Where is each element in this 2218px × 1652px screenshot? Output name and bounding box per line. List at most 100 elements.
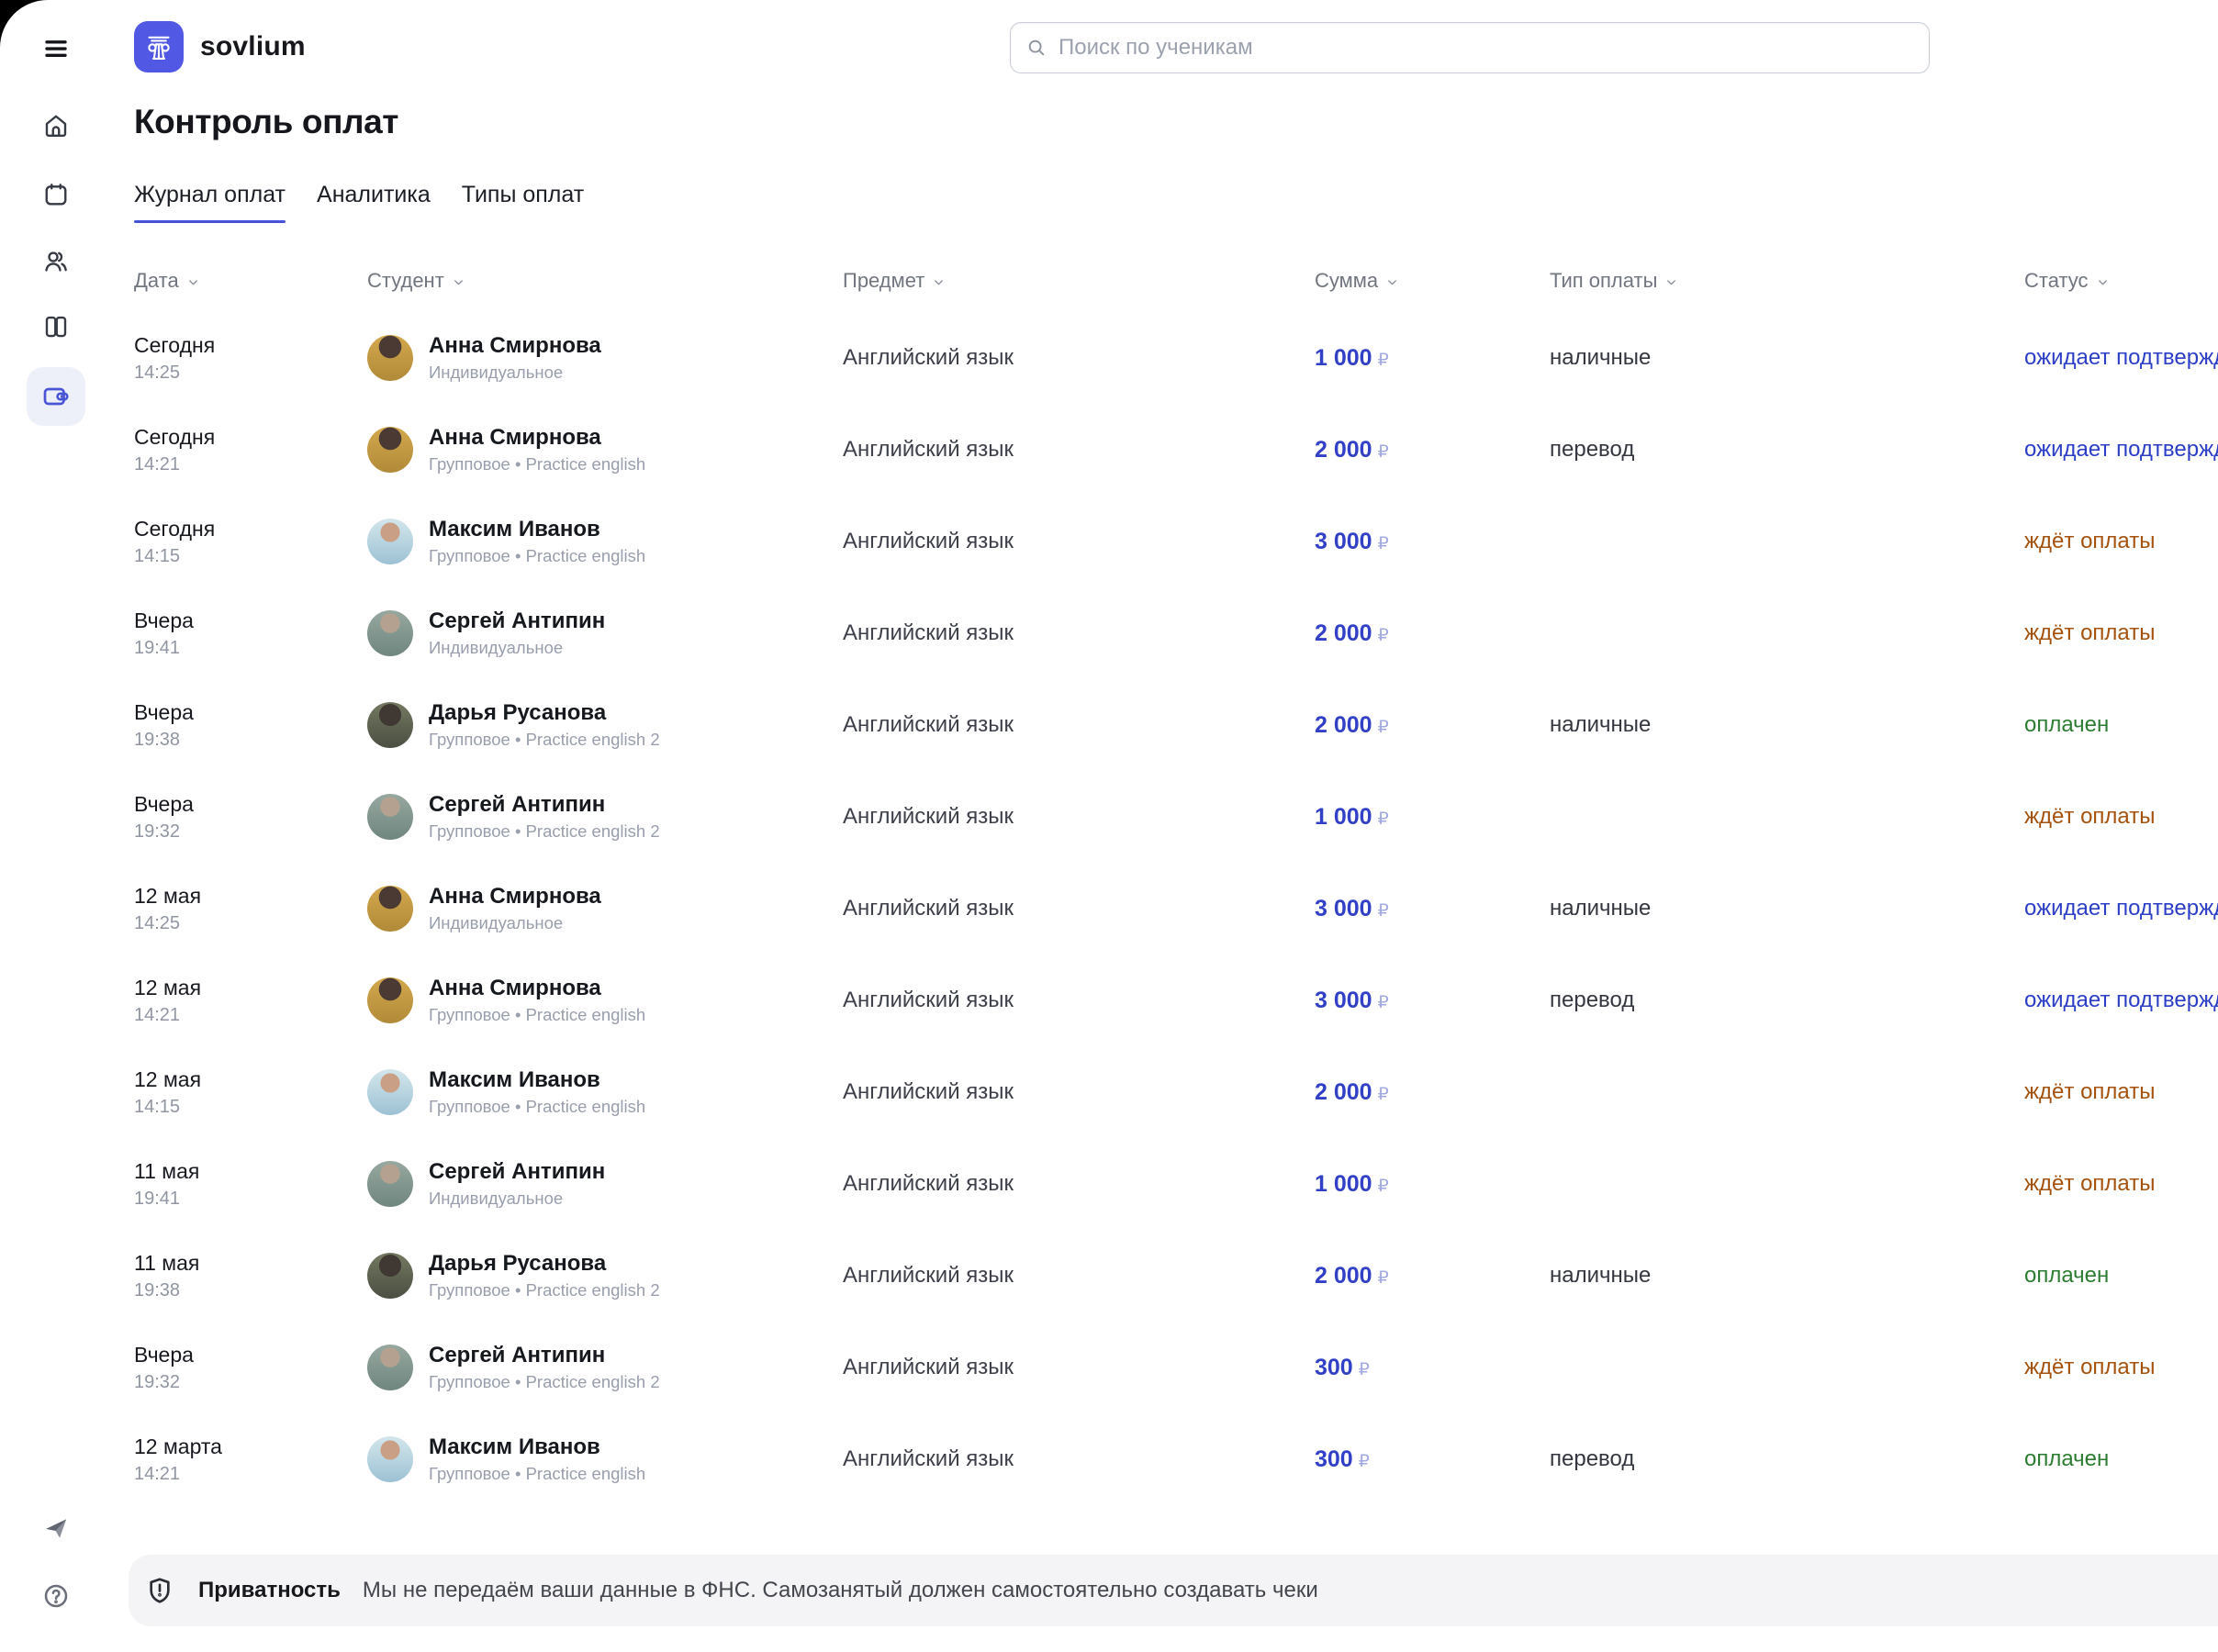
sidebar-item-schedule[interactable] bbox=[42, 181, 70, 208]
payment-type-cell: наличные bbox=[1550, 345, 1652, 370]
payment-type-cell: перевод bbox=[1550, 1446, 1635, 1471]
date-cell: 12 мая 14:21 bbox=[134, 975, 202, 1025]
group-label: Групповое • Practice english 2 bbox=[429, 1372, 660, 1391]
subject-cell: Английский язык bbox=[843, 620, 1014, 645]
student-cell: Дарья Русанова Групповое • Practice engl… bbox=[367, 1251, 843, 1300]
table-row[interactable]: 12 мая 14:25 Анна Смирнова Индивидуально… bbox=[134, 863, 2218, 954]
avatar bbox=[367, 519, 413, 564]
search-input[interactable] bbox=[1010, 22, 1930, 73]
student-name: Дарья Русанова bbox=[429, 700, 607, 725]
column-header-date[interactable]: Дата bbox=[134, 269, 367, 293]
table-row[interactable]: Сегодня 14:15 Максим Иванов Групповое • … bbox=[134, 496, 2218, 587]
sidebar-item-students[interactable] bbox=[42, 248, 70, 275]
payment-type-cell: перевод bbox=[1550, 437, 1635, 462]
ruble-sign: ₽ bbox=[1377, 900, 1389, 921]
tab-analytics[interactable]: Аналитика bbox=[317, 182, 431, 207]
group-label: Групповое • Practice english bbox=[429, 546, 646, 565]
sidebar-item-payments[interactable] bbox=[27, 367, 85, 426]
avatar bbox=[367, 977, 413, 1023]
date-cell: Вчера 19:38 bbox=[134, 699, 194, 750]
subject-cell: Английский язык bbox=[843, 988, 1014, 1012]
home-icon bbox=[45, 115, 67, 137]
column-header-label: Студент bbox=[367, 269, 444, 292]
amount-cell: 3 000 ₽ bbox=[1315, 987, 1389, 1013]
column-header-payment-type[interactable]: Тип оплаты bbox=[1550, 269, 2024, 293]
date-cell: 11 мая 19:41 bbox=[134, 1158, 200, 1209]
table-row[interactable]: 12 марта 14:21 Максим Иванов Групповое •… bbox=[134, 1413, 2218, 1505]
ruble-sign: ₽ bbox=[1358, 1451, 1370, 1471]
status-cell: ждёт оплаты bbox=[2024, 620, 2156, 645]
brand-logo[interactable]: sovlium bbox=[134, 21, 306, 73]
student-name: Анна Смирнова bbox=[429, 333, 601, 358]
page-title: Контроль оплат bbox=[134, 103, 399, 140]
amount-cell: 300 ₽ bbox=[1315, 1446, 1370, 1472]
hamburger-menu-button[interactable] bbox=[42, 35, 70, 62]
avatar bbox=[367, 1069, 413, 1115]
tab-bar: Журнал оплат Аналитика Типы оплат bbox=[134, 182, 584, 223]
student-name: Максим Иванов bbox=[429, 1434, 600, 1459]
subject-cell: Английский язык bbox=[843, 712, 1014, 737]
table-row[interactable]: 12 мая 14:21 Анна Смирнова Групповое • P… bbox=[134, 954, 2218, 1046]
amount-cell: 2 000 ₽ bbox=[1315, 436, 1389, 463]
group-label: Групповое • Practice english 2 bbox=[429, 1280, 660, 1300]
ruble-sign: ₽ bbox=[1377, 1084, 1389, 1104]
student-name: Сергей Антипин bbox=[429, 792, 606, 817]
date-cell: Сегодня 14:25 bbox=[134, 332, 216, 383]
chevron-down-icon bbox=[935, 280, 944, 285]
ruble-sign: ₽ bbox=[1377, 1267, 1389, 1288]
help-button[interactable] bbox=[42, 1582, 70, 1610]
student-cell: Сергей Антипин Индивидуальное bbox=[367, 608, 843, 658]
student-cell: Анна Смирнова Индивидуальное bbox=[367, 884, 843, 933]
group-label: Групповое • Practice english bbox=[429, 1464, 646, 1483]
column-header-amount[interactable]: Сумма bbox=[1315, 269, 1550, 293]
subject-cell: Английский язык bbox=[843, 529, 1014, 553]
table-row[interactable]: Сегодня 14:25 Анна Смирнова Индивидуальн… bbox=[134, 312, 2218, 404]
column-header-label: Дата bbox=[134, 269, 179, 292]
ruble-sign: ₽ bbox=[1377, 992, 1389, 1012]
date-cell: Сегодня 14:21 bbox=[134, 424, 216, 474]
payment-type-cell: наличные bbox=[1550, 896, 1652, 921]
column-header-status[interactable]: Статус bbox=[2024, 269, 2218, 293]
column-header-student[interactable]: Студент bbox=[367, 269, 843, 293]
group-label: Групповое • Practice english 2 bbox=[429, 821, 660, 841]
table-row[interactable]: Вчера 19:38 Дарья Русанова Групповое • P… bbox=[134, 679, 2218, 771]
date-cell: Вчера 19:32 bbox=[134, 1342, 194, 1392]
sidebar-item-library[interactable] bbox=[42, 313, 70, 340]
users-icon bbox=[45, 251, 67, 272]
student-search bbox=[1010, 22, 1930, 73]
privacy-title: Приватность bbox=[198, 1578, 341, 1602]
column-header-subject[interactable]: Предмет bbox=[843, 269, 1315, 293]
wallet-icon bbox=[43, 387, 69, 406]
status-cell: ожидает подтверждения bbox=[2024, 437, 2218, 462]
avatar bbox=[367, 886, 413, 932]
avatar bbox=[367, 427, 413, 473]
subject-cell: Английский язык bbox=[843, 1171, 1014, 1196]
date-cell: 12 марта 14:21 bbox=[134, 1434, 222, 1484]
status-cell: ждёт оплаты bbox=[2024, 1171, 2156, 1196]
date-cell: Сегодня 14:15 bbox=[134, 516, 216, 566]
subject-cell: Английский язык bbox=[843, 1355, 1014, 1379]
telegram-button[interactable] bbox=[42, 1514, 70, 1542]
help-icon bbox=[44, 1584, 68, 1608]
table-row[interactable]: 11 мая 19:38 Дарья Русанова Групповое • … bbox=[134, 1230, 2218, 1322]
table-row[interactable]: Вчера 19:41 Сергей Антипин Индивидуально… bbox=[134, 587, 2218, 679]
student-cell: Сергей Антипин Групповое • Practice engl… bbox=[367, 1343, 843, 1392]
subject-cell: Английский язык bbox=[843, 1263, 1014, 1288]
table-row[interactable]: 12 мая 14:15 Максим Иванов Групповое • P… bbox=[134, 1046, 2218, 1138]
student-cell: Анна Смирнова Групповое • Practice engli… bbox=[367, 425, 843, 474]
student-name: Сергей Антипин bbox=[429, 608, 606, 633]
status-cell: ожидает подтверждения bbox=[2024, 345, 2218, 370]
sidebar-item-home[interactable] bbox=[42, 112, 70, 140]
paper-plane-icon bbox=[46, 1519, 67, 1538]
table-row[interactable]: Вчера 19:32 Сергей Антипин Групповое • P… bbox=[134, 771, 2218, 863]
table-row[interactable]: 11 мая 19:41 Сергей Антипин Индивидуальн… bbox=[134, 1138, 2218, 1230]
table-row[interactable]: Сегодня 14:21 Анна Смирнова Групповое • … bbox=[134, 404, 2218, 496]
tab-payment-types[interactable]: Типы оплат bbox=[461, 182, 585, 207]
tab-payments-journal[interactable]: Журнал оплат bbox=[134, 182, 286, 223]
privacy-text: Мы не передаём ваши данные в ФНС. Самоза… bbox=[362, 1578, 1318, 1602]
table-row[interactable]: Вчера 19:32 Сергей Антипин Групповое • P… bbox=[134, 1322, 2218, 1413]
payment-type-cell: наличные bbox=[1550, 1263, 1652, 1288]
student-cell: Сергей Антипин Индивидуальное bbox=[367, 1159, 843, 1209]
column-header-label: Тип оплаты bbox=[1550, 269, 1658, 292]
amount-cell: 1 000 ₽ bbox=[1315, 344, 1389, 371]
